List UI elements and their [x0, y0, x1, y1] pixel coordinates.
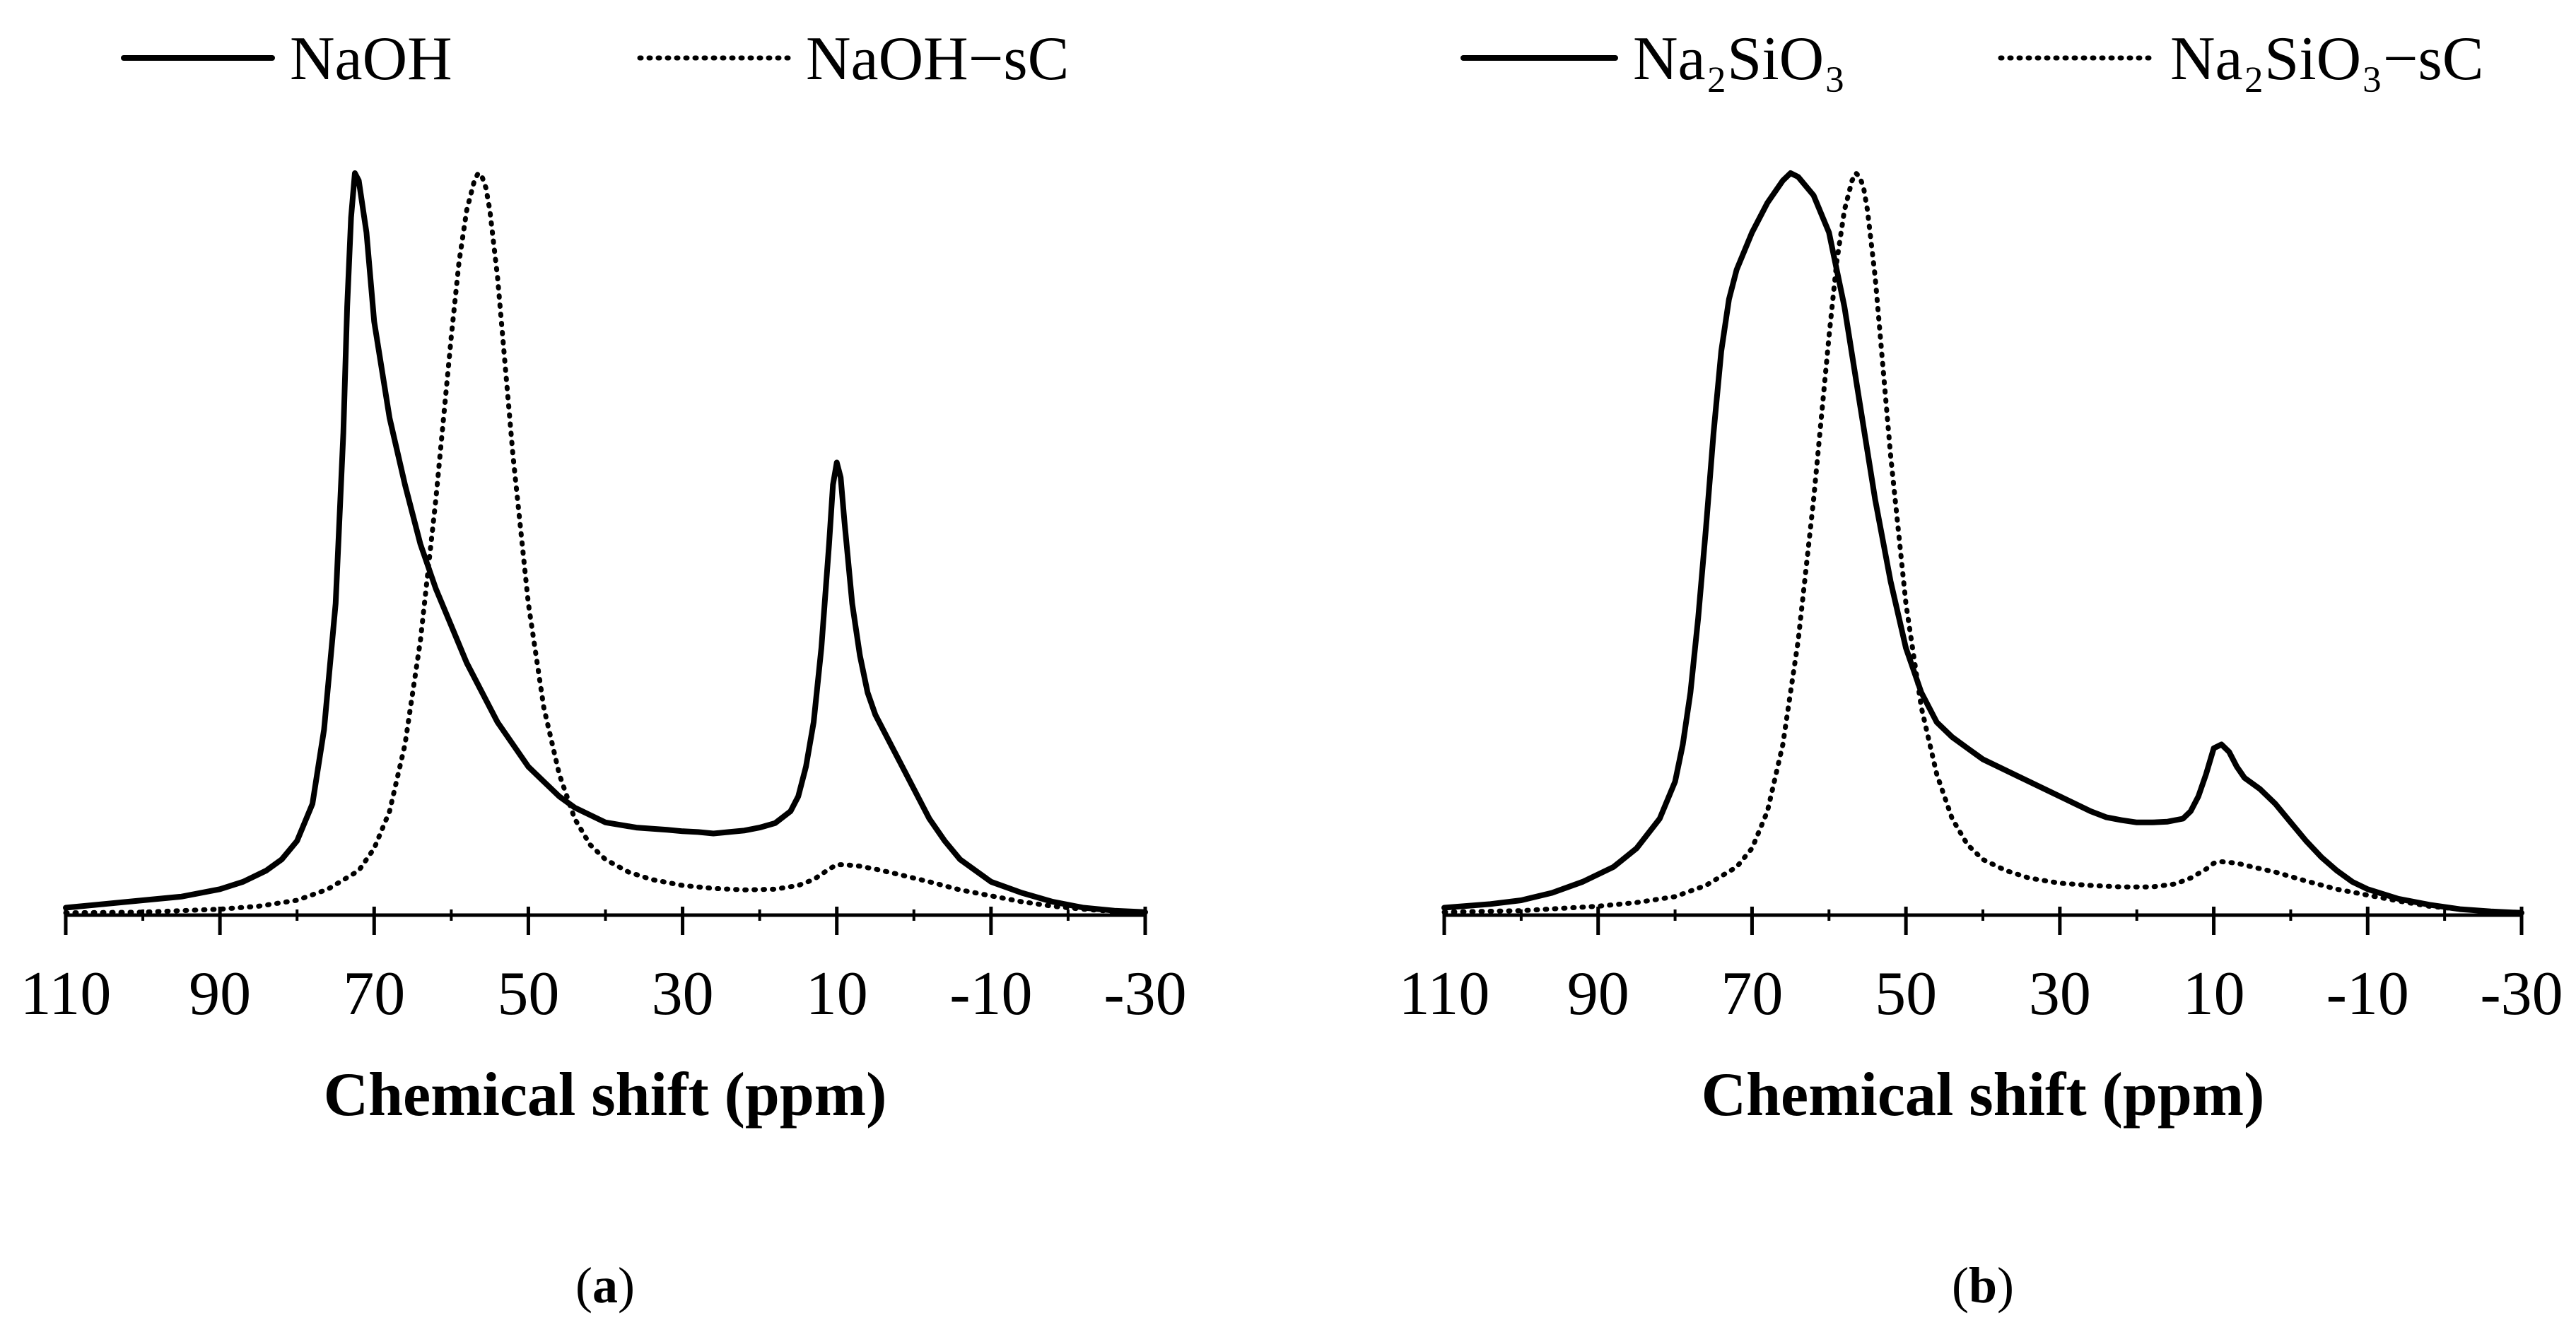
x-tick-label: -30: [1103, 960, 1186, 1028]
x-axis-title: Chemical shift (ppm): [324, 1061, 887, 1129]
x-tick-label: 50: [1875, 960, 1937, 1028]
series-line-untreated: [1441, 170, 2524, 916]
x-tick-label: 70: [343, 960, 405, 1028]
series-line-untreated: [63, 170, 1148, 915]
x-tick-label: 90: [1567, 960, 1629, 1028]
legend-label: NaOH: [290, 25, 452, 93]
series-line-sc: [63, 170, 1148, 916]
x-tick-label: 70: [1721, 960, 1783, 1028]
x-tick-label: 110: [1399, 960, 1490, 1028]
x-tick-label: 10: [2183, 960, 2245, 1028]
legend-label: Na₂SiO₃: [1633, 25, 1846, 93]
x-tick-label: 50: [497, 960, 559, 1028]
x-tick-label: -10: [2326, 960, 2409, 1028]
x-tick-label: -30: [2480, 960, 2563, 1028]
legend-label: Na₂SiO₃−sC: [2170, 25, 2483, 93]
panel-label: (b): [1952, 1257, 2014, 1314]
x-tick-label: 30: [652, 960, 714, 1028]
chart-panel-a: NaOH NaOH−sC 110 90 70 50 30 10 -10 -30 Chemical s…: [21, 25, 1187, 1314]
x-tick-label: 10: [806, 960, 868, 1028]
chart-panel-b: Na₂SiO₃ Na₂SiO₃−sC 110 90 70 50 30 10 -10 -30 Chem…: [1399, 25, 2563, 1314]
x-tick-label: 30: [2029, 960, 2091, 1028]
x-tick-label: 110: [21, 960, 112, 1028]
panel-label: (a): [575, 1257, 635, 1314]
x-tick-label: -10: [949, 960, 1032, 1028]
x-tick-label: 90: [189, 960, 251, 1028]
x-axis-title: Chemical shift (ppm): [1702, 1061, 2265, 1129]
legend-label: NaOH−sC: [806, 25, 1069, 93]
series-line-sc: [1441, 170, 2524, 916]
